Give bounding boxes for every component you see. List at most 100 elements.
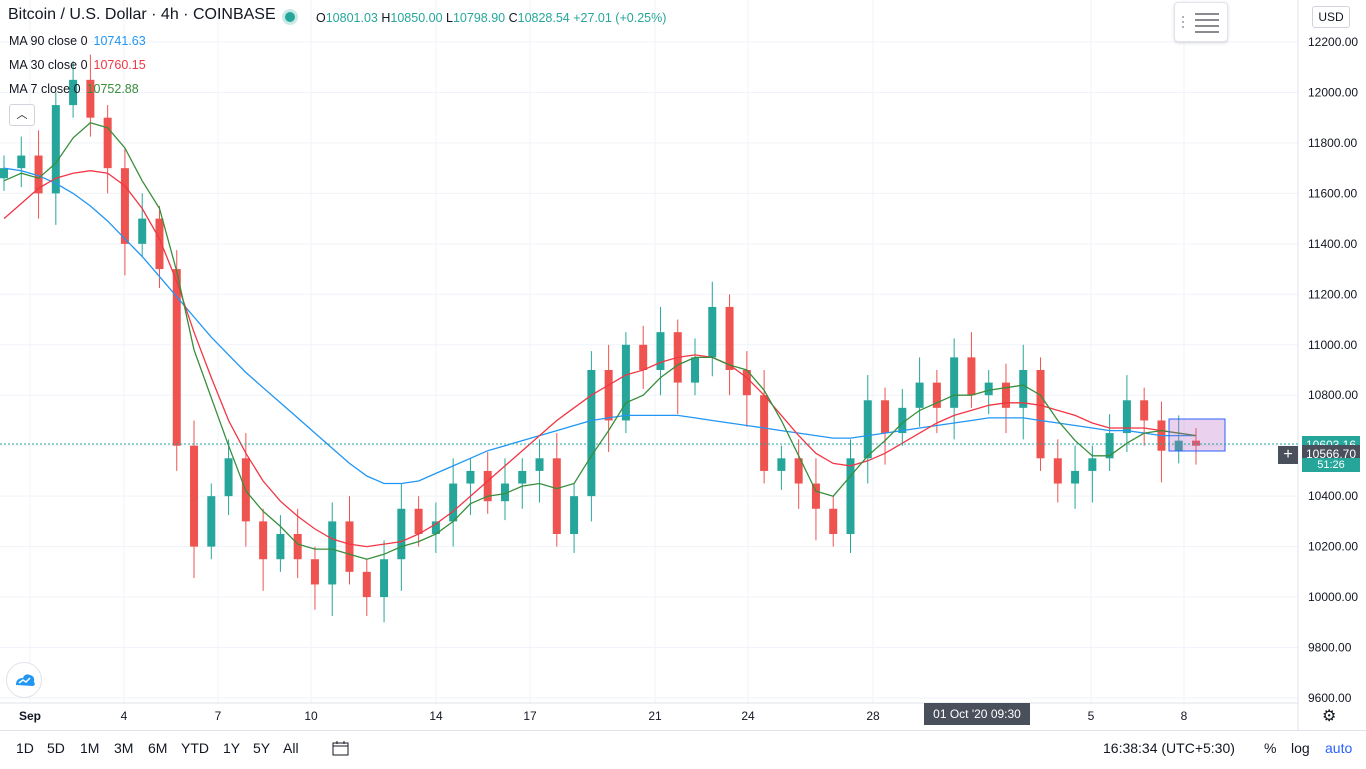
price-axis: 9600.00 9800.00 10000.00 10200.00 10400.00 10…: [1297, 0, 1358, 730]
price-tick-label: 10400.00: [1308, 489, 1358, 503]
time-tick-label: Sep: [19, 709, 41, 723]
range-6m-button[interactable]: 6M: [148, 740, 168, 756]
range-all-button[interactable]: All: [283, 740, 299, 756]
change-value: +27.01 (+0.25%): [573, 11, 667, 25]
range-1d-button[interactable]: 1D: [16, 740, 34, 756]
candle-body: [86, 79, 95, 118]
indicator-ma30[interactable]: MA 30 close 0 10760.15: [9, 58, 146, 72]
indicator-ma90[interactable]: MA 90 close 0 10741.63: [9, 34, 146, 48]
range-3m-button[interactable]: 3M: [114, 740, 134, 756]
clock-timezone[interactable]: 16:38:34 (UTC+5:30): [1103, 740, 1235, 756]
auto-scale-button[interactable]: auto: [1325, 740, 1353, 756]
candle-body: [69, 79, 78, 106]
highlight-box: [1168, 418, 1226, 452]
price-tick-label: 11600.00: [1308, 186, 1357, 200]
candle-body: [1088, 458, 1097, 471]
candle-body: [794, 458, 803, 484]
price-tick-label: 11400.00: [1308, 237, 1357, 251]
candle-body: [449, 483, 458, 522]
low-value: 10798.90: [452, 11, 506, 25]
candle-body: [0, 168, 8, 179]
candle-body: [691, 357, 700, 383]
price-tick-label: 10800.00: [1308, 388, 1358, 402]
candle-body: [967, 357, 976, 396]
time-tick-label: 10: [304, 709, 318, 723]
price-tick-label: 9600.00: [1308, 691, 1352, 705]
currency-button[interactable]: USD: [1312, 6, 1350, 28]
range-1y-button[interactable]: 1Y: [223, 740, 241, 756]
candle-body: [552, 458, 561, 534]
time-tick-label: 21: [648, 709, 662, 723]
add-alert-icon[interactable]: +: [1278, 446, 1298, 464]
crosshair-date-tooltip: 01 Oct '20 09:30: [924, 703, 1030, 725]
candle-body: [155, 218, 164, 270]
settings-gear-icon[interactable]: ⚙: [1322, 708, 1337, 725]
collapse-legend-button[interactable]: ︿: [9, 104, 35, 126]
price-tick-label: 12000.00: [1308, 85, 1358, 99]
time-tick-label: 14: [429, 709, 443, 723]
candle-body: [259, 521, 268, 560]
time-tick-label: 7: [215, 709, 222, 723]
candle-body: [863, 400, 872, 459]
range-ytd-button[interactable]: YTD: [181, 740, 209, 756]
candle-body: [345, 521, 354, 572]
chevron-up-icon: ︿: [16, 109, 28, 121]
candle-body: [708, 306, 717, 358]
high-value: 10850.00: [390, 11, 443, 25]
ohlc-values: O10801.03 H10850.00 L10798.90 C10828.54 …: [316, 11, 667, 25]
candle-body: [760, 395, 769, 471]
candle-body: [950, 357, 959, 408]
candle-body: [518, 470, 527, 484]
candle-body: [656, 332, 665, 370]
candle-body: [293, 534, 302, 560]
range-5d-button[interactable]: 5D: [47, 740, 65, 756]
percent-scale-button[interactable]: %: [1264, 740, 1277, 756]
price-tick-label: 9800.00: [1308, 641, 1352, 655]
ma7-line: [3, 121, 1197, 560]
candle-body: [483, 470, 492, 502]
range-5y-button[interactable]: 5Y: [253, 740, 271, 756]
candle-body: [17, 155, 26, 169]
price-tick-label: 10200.00: [1308, 540, 1358, 554]
candle-body: [915, 382, 924, 408]
candle-body: [881, 400, 890, 434]
indicator-ma7[interactable]: MA 7 close 0 10752.88: [9, 82, 139, 96]
candle-body: [414, 508, 423, 534]
candle-body: [138, 218, 147, 244]
candle-body: [500, 483, 509, 502]
price-tick-label: 11200.00: [1308, 287, 1357, 301]
widget-menu-button[interactable]: [1174, 2, 1228, 42]
candle-body: [587, 370, 596, 497]
candle-body: [1036, 370, 1045, 459]
time-tick-label: 24: [741, 709, 755, 723]
price-tick-label: 11000.00: [1308, 338, 1357, 352]
candle-body: [466, 470, 475, 484]
candle-body: [224, 458, 233, 497]
candle-body: [1071, 470, 1080, 484]
candle-body: [811, 483, 820, 509]
price-tick-label: 12200.00: [1308, 35, 1358, 49]
hamburger-icon: [1182, 13, 1219, 33]
ma-lines: [3, 121, 1197, 560]
time-tick-label: 8: [1181, 709, 1188, 723]
candle-body: [604, 370, 613, 421]
symbol-title[interactable]: Bitcoin / U.S. Dollar · 4h · COINBASE: [8, 6, 276, 23]
price-chart[interactable]: 9600.00 9800.00 10000.00 10200.00 10400.00 10…: [0, 0, 1366, 730]
candle-body: [639, 344, 648, 370]
time-axis: Sep 4 7 10 14 17 21 24 28 5 8: [0, 702, 1298, 723]
candle-body: [276, 534, 285, 560]
candle-body: [898, 407, 907, 434]
candle-body: [1053, 458, 1062, 484]
price-tick-label: 10000.00: [1308, 590, 1358, 604]
log-scale-button[interactable]: log: [1291, 740, 1310, 756]
candle-body: [725, 306, 734, 370]
range-1m-button[interactable]: 1M: [80, 740, 100, 756]
market-status-dot: [285, 12, 295, 22]
candle-body: [984, 382, 993, 396]
countdown-tag: 51:26: [1302, 458, 1360, 472]
cloud-logo-icon: [16, 674, 35, 686]
goto-date-icon[interactable]: [332, 740, 350, 759]
candle-body: [1019, 370, 1028, 408]
tradingview-logo[interactable]: [6, 662, 42, 698]
candle-body: [777, 458, 786, 471]
